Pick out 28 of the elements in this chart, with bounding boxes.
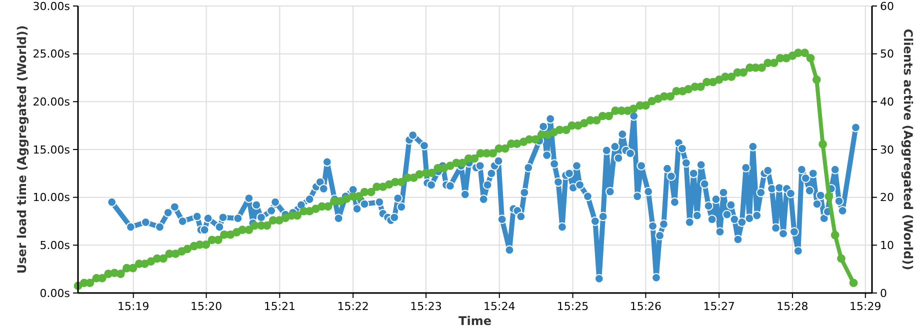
- y-tick-label: 25.00s: [32, 48, 70, 61]
- y-tick-label: 0.00s: [40, 286, 70, 300]
- y-tick-label: 10.00s: [32, 191, 70, 204]
- x-tick-label: 15:23: [410, 300, 442, 313]
- y2-tick-label: 50: [880, 48, 894, 61]
- y-tick-label: 20.00s: [32, 96, 70, 109]
- y2-tick-label: 30: [880, 143, 894, 156]
- y2-tick-label: 0: [880, 286, 887, 300]
- x-tick-label: 15:22: [337, 300, 369, 313]
- x-tick-label: 15:21: [264, 300, 296, 313]
- x-tick-label: 15:25: [556, 300, 589, 313]
- x-tick-label: 15:27: [703, 300, 735, 313]
- y2-axis-title: Clients active (Aggregated (World)): [901, 28, 915, 270]
- x-tick-label: 15:24: [484, 300, 516, 313]
- x-tick-label: 15:20: [190, 300, 222, 313]
- y-axis-title: User load time (Aggregated (World)): [15, 25, 29, 274]
- x-axis-title: Time: [458, 314, 492, 328]
- y2-tick-label: 40: [880, 96, 894, 109]
- y-tick-label: 5.00s: [40, 239, 70, 252]
- y-tick-label: 30.00s: [32, 0, 70, 13]
- y-tick-label: 15.00s: [32, 143, 70, 156]
- y2-tick-label: 10: [880, 239, 894, 252]
- x-tick-label: 15:28: [776, 300, 808, 313]
- x-tick-label: 15:26: [630, 300, 662, 313]
- y2-tick-label: 60: [880, 0, 894, 13]
- y2-tick-label: 20: [880, 191, 894, 204]
- x-tick-label: 15:19: [118, 300, 150, 313]
- x-tick-label: 15:29: [850, 300, 882, 313]
